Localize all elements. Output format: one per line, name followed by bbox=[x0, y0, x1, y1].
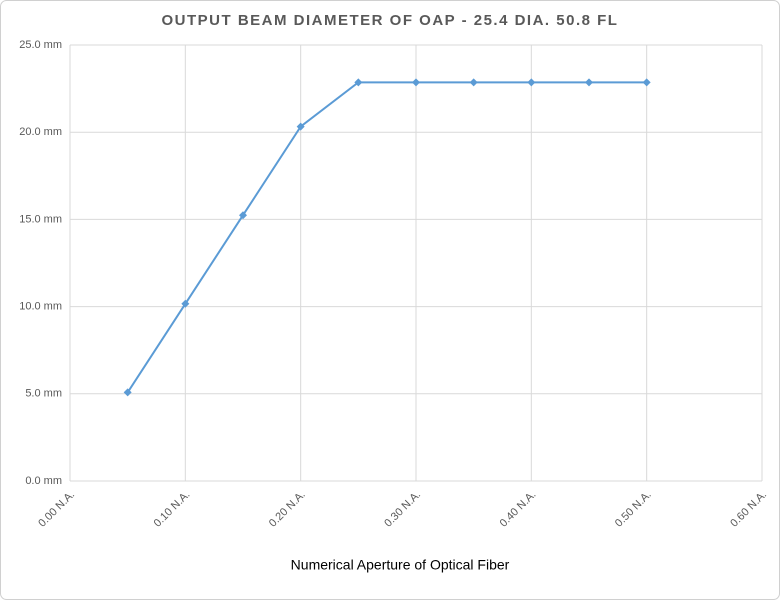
y-tick-label: 25.0 mm bbox=[19, 39, 62, 51]
y-tick-label: 10.0 mm bbox=[19, 301, 62, 313]
data-point bbox=[469, 78, 478, 87]
y-tick-label: 0.0 mm bbox=[25, 475, 62, 487]
y-tick-label: 20.0 mm bbox=[19, 126, 62, 138]
data-point bbox=[123, 388, 132, 397]
y-tick-label: 15.0 mm bbox=[19, 213, 62, 225]
x-axis-label: Numerical Aperture of Optical Fiber bbox=[291, 557, 510, 573]
data-point bbox=[642, 78, 651, 87]
data-point bbox=[239, 211, 247, 220]
data-point bbox=[296, 122, 305, 131]
chart-title: OUTPUT BEAM DIAMETER OF OAP - 25.4 DIA. … bbox=[162, 12, 619, 29]
data-point bbox=[585, 78, 593, 87]
data-point bbox=[354, 78, 363, 87]
data-line bbox=[126, 81, 647, 393]
data-point bbox=[412, 78, 420, 87]
data-point bbox=[527, 78, 536, 87]
data-point bbox=[181, 299, 190, 308]
y-tick-label: 5.0 mm bbox=[25, 388, 62, 400]
